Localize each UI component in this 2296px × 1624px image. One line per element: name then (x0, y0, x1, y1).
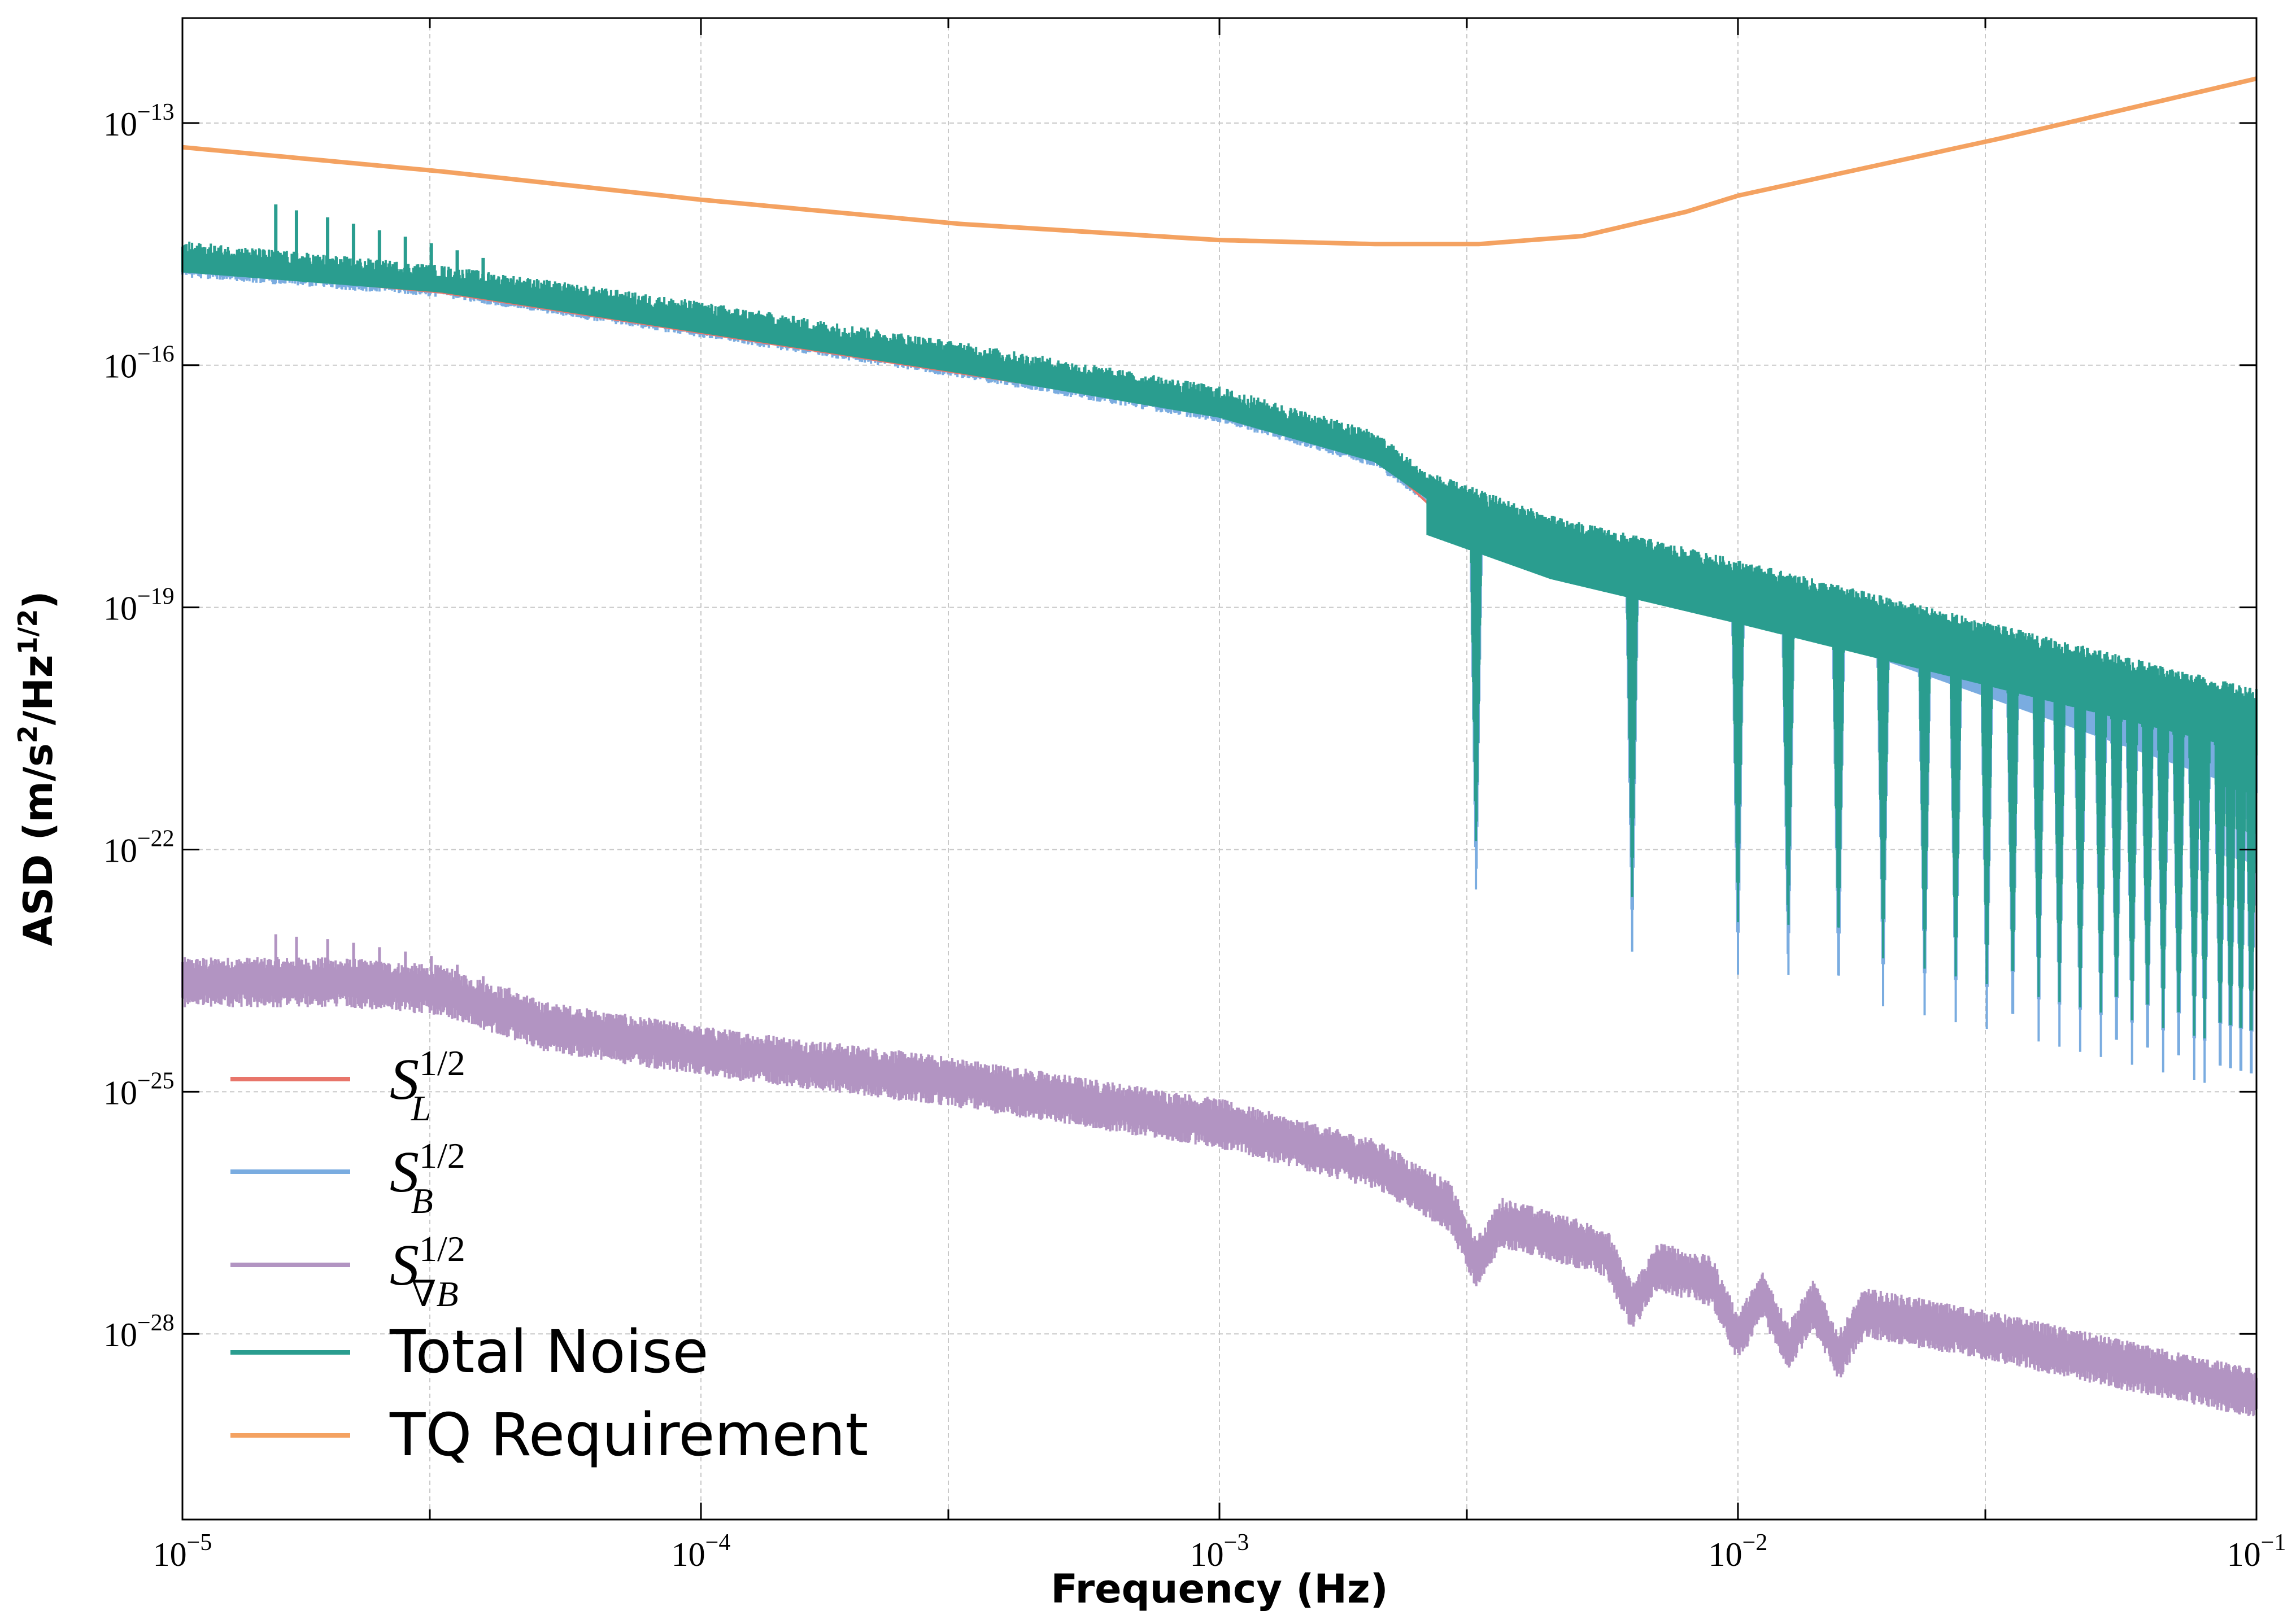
legend-label-s-l: S1/2 L (390, 1043, 465, 1128)
legend-label-s-b: S1/2 B (390, 1136, 465, 1221)
legend-label-tq-requirement: TQ Requirement (389, 1400, 868, 1469)
y-axis-label: ASD (m/s2/Hz1/2) (12, 591, 62, 946)
x-axis-label: Frequency (Hz) (1051, 1566, 1388, 1612)
y-tick-label: 10−19 (103, 584, 175, 627)
x-tick-label: 10−5 (153, 1530, 212, 1573)
axis-ticks (181, 18, 2258, 1520)
y-axis-label-sup1: 2 (12, 725, 43, 743)
axis-tick-labels: 10−5 10−4 10−3 10−2 10−1 10−13 10−16 10−19 10−22… (103, 99, 2286, 1573)
legend-label-s-grad-b: S1/2 ∇B (390, 1229, 465, 1314)
x-tick-label: 10−4 (672, 1530, 731, 1573)
y-tick-label: 10−13 (103, 99, 175, 143)
x-tick-label: 10−2 (1709, 1530, 1768, 1573)
y-tick-label: 10−28 (103, 1310, 175, 1354)
series-tq-requirement-line (182, 76, 2257, 247)
y-axis-label-main: ASD (m/s (15, 743, 62, 946)
x-tick-label: 10−3 (1190, 1530, 1249, 1573)
y-axis-label-end: ) (15, 591, 62, 609)
y-tick-label: 10−22 (103, 826, 175, 869)
y-tick-label: 10−16 (103, 342, 175, 385)
x-tick-label: 10−1 (2227, 1530, 2286, 1573)
legend-label-total-noise: Total Noise (389, 1317, 708, 1386)
y-axis-label-mid: /Hz (15, 654, 62, 725)
y-axis-label-sup2: 1/2 (12, 609, 43, 655)
y-tick-label: 10−25 (103, 1068, 175, 1111)
legend: S1/2 L S1/2 B S1/2 ∇B Total Noise TQ Requir… (230, 1043, 868, 1469)
